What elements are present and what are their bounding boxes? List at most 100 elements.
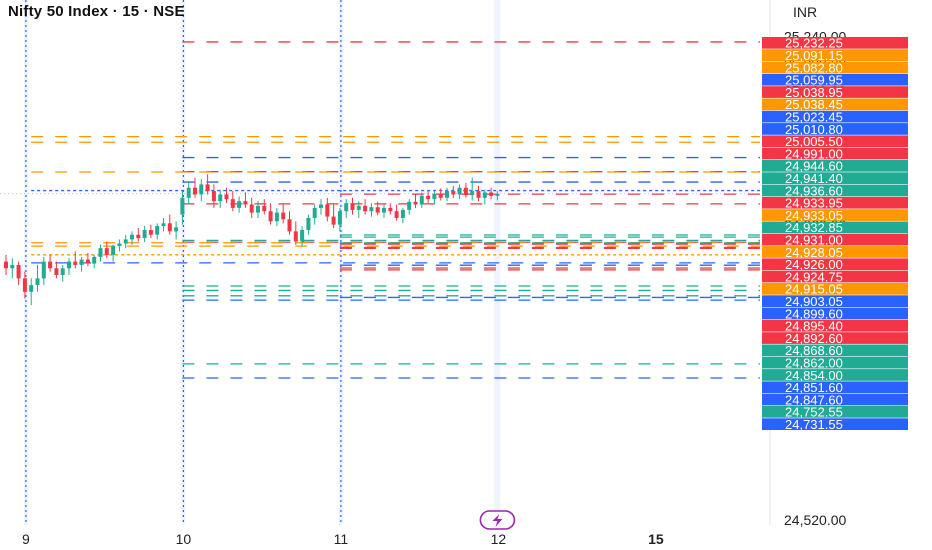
- level-label-3: 25,059.95: [785, 73, 843, 88]
- candle-body-27: [174, 227, 179, 232]
- candle-body-16: [104, 248, 109, 255]
- session-band-2: [338, 0, 343, 525]
- candle-body-26: [167, 223, 172, 232]
- level-label-22: 24,899.60: [785, 306, 843, 321]
- level-label-bg-27: [762, 369, 908, 381]
- candle-body-15: [98, 248, 103, 257]
- candle-body-29: [186, 187, 191, 198]
- level-label-bg-25: [762, 344, 908, 357]
- x-tick-label-1: 10: [176, 531, 192, 547]
- candle-body-58: [369, 207, 374, 212]
- level-label-bg-28: [762, 381, 908, 394]
- candle-body-19: [123, 239, 128, 244]
- x-tick-label-2: 11: [334, 531, 349, 547]
- candle-body-77: [489, 192, 494, 196]
- candle-body-53: [337, 211, 342, 225]
- candle-body-23: [148, 230, 153, 235]
- candle-body-66: [419, 195, 424, 205]
- level-label-30: 24,752.55: [785, 405, 843, 420]
- level-label-bg-11: [762, 172, 908, 184]
- candle-body-28: [180, 197, 185, 215]
- level-label-bg-6: [762, 110, 908, 123]
- level-label-28: 24,851.60: [785, 380, 843, 395]
- level-label-1: 25,091.15: [785, 48, 843, 63]
- candle-body-7: [48, 261, 53, 269]
- candle-body-8: [54, 268, 59, 275]
- level-label-21: 24,903.05: [785, 294, 843, 309]
- level-label-10: 24,944.60: [785, 159, 843, 174]
- candle-body-61: [388, 207, 393, 212]
- level-label-bg-22: [762, 307, 908, 320]
- candle-body-49: [312, 207, 317, 218]
- level-label-bg-17: [762, 246, 908, 258]
- candle-body-3: [22, 278, 27, 292]
- level-label-0: 25,232.25: [785, 36, 843, 51]
- level-label-5: 25,038.45: [785, 97, 843, 112]
- level-label-29: 24,847.60: [785, 392, 843, 407]
- candle-body-60: [382, 207, 386, 213]
- candle-body-54: [344, 203, 349, 212]
- flash-icon-bolt: [492, 514, 503, 527]
- candle-body-48: [306, 217, 311, 231]
- flash-icon[interactable]: [479, 510, 516, 530]
- candle-body-44: [281, 212, 286, 220]
- level-label-bg-24: [762, 332, 908, 344]
- candle-body-31: [199, 184, 204, 195]
- session-band-0: [23, 0, 28, 525]
- candle-body-24: [155, 226, 160, 235]
- candle-body-34: [218, 194, 223, 202]
- candle-body-14: [92, 256, 97, 264]
- candle-body-70: [445, 191, 449, 198]
- level-label-11: 24,941.40: [785, 171, 843, 186]
- candle-body-35: [224, 194, 229, 200]
- level-label-bg-2: [762, 61, 908, 74]
- candle-body-42: [268, 211, 273, 222]
- candle-body-6: [41, 261, 46, 279]
- candle-body-5: [35, 278, 40, 286]
- level-label-7: 25,010.80: [785, 122, 843, 137]
- candle-body-20: [130, 234, 134, 240]
- candle-body-39: [249, 204, 254, 213]
- candle-body-17: [111, 246, 116, 255]
- candle-body-47: [300, 230, 305, 242]
- candle-body-43: [274, 212, 279, 222]
- currency-label: INR: [793, 4, 818, 20]
- candles-layer: [4, 174, 500, 306]
- candle-body-18: [117, 243, 122, 247]
- level-label-bg-12: [762, 184, 908, 197]
- level-label-bg-4: [762, 86, 908, 98]
- level-label-bg-23: [762, 319, 908, 332]
- level-label-12: 24,936.60: [785, 183, 843, 198]
- x-tick-label-0: 9: [22, 531, 30, 547]
- level-label-23: 24,895.40: [785, 319, 843, 334]
- level-label-bg-14: [762, 209, 908, 221]
- candle-body-72: [457, 187, 462, 195]
- level-lines: [31, 41, 760, 379]
- candle-body-50: [319, 204, 323, 208]
- level-label-bg-8: [762, 135, 908, 148]
- level-label-2: 25,082.80: [785, 60, 843, 75]
- candle-body-57: [363, 205, 368, 212]
- level-label-bg-5: [762, 98, 908, 111]
- candle-body-73: [463, 187, 468, 196]
- level-label-bg-20: [762, 283, 908, 295]
- candle-body-12: [79, 259, 84, 265]
- level-label-25: 24,868.60: [785, 343, 843, 358]
- level-label-19: 24,924.75: [785, 269, 843, 284]
- candle-body-74: [470, 191, 475, 196]
- candle-body-25: [161, 223, 166, 226]
- candle-body-67: [426, 195, 431, 200]
- candle-body-68: [432, 193, 437, 200]
- candle-body-75: [476, 191, 481, 198]
- candle-body-51: [325, 204, 330, 217]
- level-label-bg-30: [762, 406, 908, 418]
- level-label-bg-18: [762, 258, 908, 271]
- level-label-8: 25,005.50: [785, 134, 843, 149]
- level-label-15: 24,932.85: [785, 220, 843, 235]
- candle-body-62: [394, 211, 399, 218]
- candle-body-21: [136, 234, 141, 239]
- level-label-bg-19: [762, 270, 908, 283]
- candle-body-64: [407, 201, 412, 210]
- chart-title: Nifty 50 Index · 15 · NSE: [8, 3, 185, 20]
